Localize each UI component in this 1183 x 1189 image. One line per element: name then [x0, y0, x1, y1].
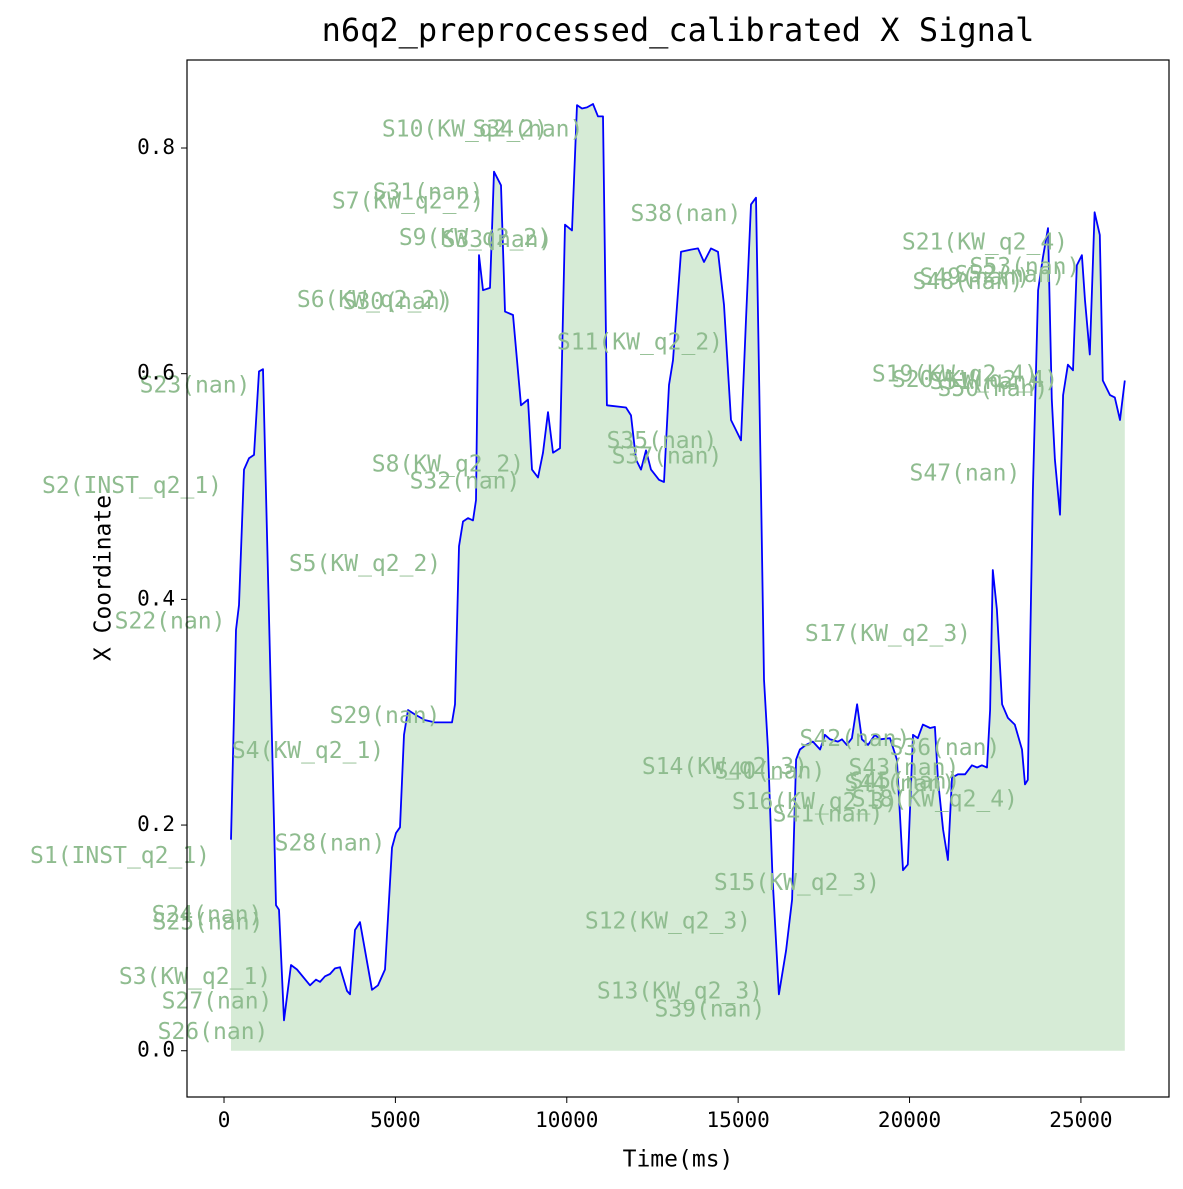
annotation: S4(KW_q2_1) [232, 738, 384, 764]
annotation: S28(nan) [275, 831, 386, 857]
y-tick-label: 0.2 [137, 812, 175, 836]
y-tick-label: 0.8 [137, 135, 175, 159]
annotation: S39(nan) [655, 997, 766, 1023]
annotation: S9(KW_q2_2) [399, 225, 551, 251]
annotation: S52(nan) [955, 262, 1066, 288]
plot-frame [186, 59, 1170, 1098]
annotation: S26(nan) [158, 1019, 269, 1045]
x-axis-label: Time(ms) [623, 1147, 734, 1173]
annotation: S19(KW_q2_4) [872, 361, 1038, 387]
annotation: S50(nan) [938, 376, 1049, 402]
annotation: S7(KW_q2_2) [332, 189, 484, 215]
annotation: S34(nan) [473, 116, 584, 142]
y-tick-label: 0.0 [137, 1038, 175, 1062]
annotation: S31(nan) [373, 180, 484, 206]
area-fill [231, 104, 1125, 1051]
annotation: S16(KW_q2_3) [732, 789, 898, 815]
annotation: S8(KW_q2_2) [372, 452, 524, 478]
annotation: S29(nan) [330, 703, 441, 729]
y-axis-label: X Coordinate [91, 495, 117, 661]
y-tick-label: 0.6 [137, 361, 175, 385]
annotation: S5(KW_q2_2) [289, 551, 441, 577]
annotation: S42(nan) [800, 726, 911, 752]
annotation: S44(nan) [845, 771, 956, 797]
annotation: S37(nan) [612, 444, 723, 470]
annotation: S6(KW_q2_2) [297, 287, 449, 313]
annotation: S45(nan) [850, 769, 961, 795]
annotation: S32(nan) [410, 469, 521, 495]
annotation: S1(INST_q2_1) [30, 843, 210, 869]
annotation: S2(INST_q2_1) [42, 473, 222, 499]
x-tick-label: 15000 [707, 1108, 770, 1132]
annotation: S22(nan) [115, 608, 226, 634]
annotation: S20(KW_q2_4) [892, 367, 1058, 393]
x-tick-label: 10000 [535, 1108, 598, 1132]
annotation: S17(KW_q2_3) [805, 621, 971, 647]
annotation: S38(nan) [631, 201, 742, 227]
annotation: S40(nan) [715, 759, 826, 785]
annotation: S35(nan) [607, 428, 718, 454]
annotation: S15(KW_q2_3) [714, 870, 880, 896]
annotation: S49(nan) [920, 264, 1031, 290]
annotation: S10(KW_q2_2) [382, 116, 548, 142]
annotation: S27(nan) [162, 989, 273, 1015]
annotation: S41(nan) [773, 801, 884, 827]
annotation: S11(KW_q2_2) [557, 330, 723, 356]
signal-line [230, 103, 1126, 1022]
annotation: S21(KW_q2_4) [902, 229, 1068, 255]
annotation: S13(KW_q2_3) [597, 979, 763, 1005]
annotation: S23(nan) [140, 373, 251, 399]
x-tick-label: 20000 [878, 1108, 941, 1132]
x-tick-label: 5000 [370, 1108, 421, 1132]
annotation: S30(nan) [343, 289, 454, 315]
annotation: S53(nan) [970, 254, 1081, 280]
annotation: S14(KW_q2_3) [642, 754, 808, 780]
chart-title: n6q2_preprocessed_calibrated X Signal [322, 11, 1035, 49]
annotation: S25(nan) [153, 910, 264, 936]
annotation: S47(nan) [910, 461, 1021, 487]
annotation: S36(nan) [890, 735, 1001, 761]
x-tick-label: 25000 [1049, 1108, 1112, 1132]
annotation: S24(nan) [152, 902, 263, 928]
y-tick-label: 0.4 [137, 586, 175, 610]
annotation: S51(nan) [930, 369, 1041, 395]
x-tick-label: 0 [218, 1108, 231, 1132]
annotation: S3(KW_q2_1) [119, 964, 271, 990]
annotation: S43(nan) [849, 755, 960, 781]
annotation: S48(nan) [913, 269, 1024, 295]
annotation: S18(KW_q2_4) [852, 787, 1018, 813]
annotation: S33(nan) [442, 227, 553, 253]
annotation: S12(KW_q2_3) [585, 909, 751, 935]
